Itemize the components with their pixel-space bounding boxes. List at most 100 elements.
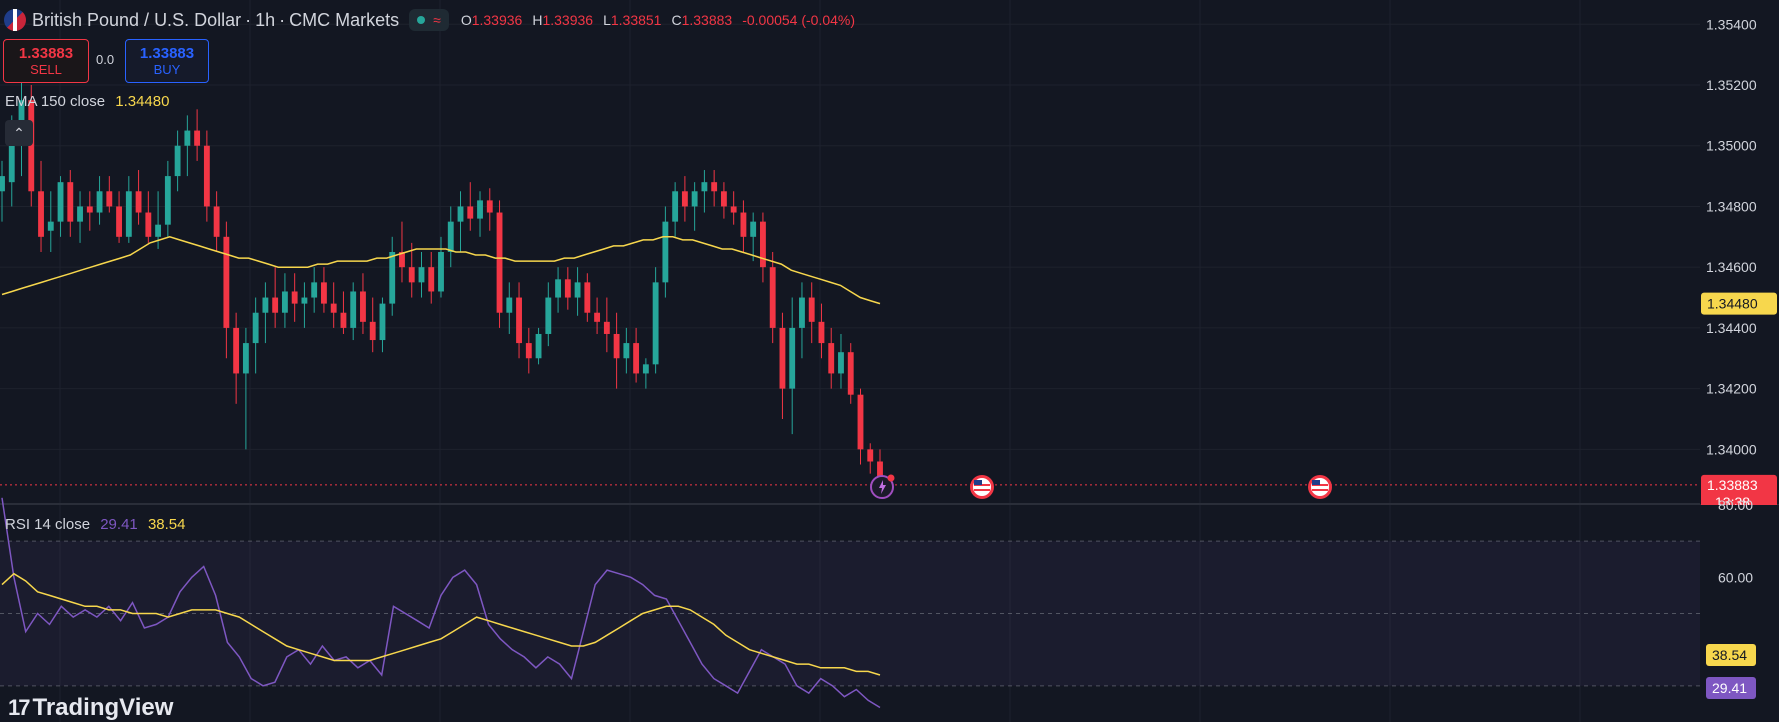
candle-body [740,212,747,237]
candle-body [642,364,649,374]
candle-body [486,200,493,213]
candle [155,191,162,249]
candle [233,312,240,404]
ema-price-tag [1701,292,1777,315]
ohlc-close: 1.33883 [681,12,733,28]
symbol-interval[interactable]: 1h [255,9,276,30]
price-axis-bg[interactable] [1700,0,1779,504]
price-tick-label: 1.35400 [1706,16,1757,32]
candle [145,191,152,243]
candle [720,182,727,219]
candle-body [38,191,44,237]
candle-body [252,312,259,344]
candle-body [662,221,669,283]
symbol-name[interactable]: British Pound / U.S. Dollar [32,9,242,30]
candle-body [301,297,308,304]
candle [496,200,503,328]
rsi-line [1,497,881,709]
candle-body [223,236,230,328]
flag-stripe [974,489,990,491]
candle-body [838,352,844,374]
candle [242,327,249,450]
tradingview-logo-text: TradingView [32,694,174,721]
candle-body [360,291,366,322]
candle-body [57,182,64,222]
candle [389,236,396,316]
candle-body [711,182,718,192]
us-flag-event-icon[interactable] [970,475,994,499]
buy-button[interactable]: 1.33883 BUY [125,39,209,83]
price-tick-label: 1.35200 [1706,77,1757,93]
candle [516,282,522,359]
candle [252,297,259,374]
ema-legend[interactable]: EMA 150 close 1.34480 [5,93,169,110]
candle-body [681,191,688,207]
lightning-event-icon[interactable] [870,474,895,499]
candle [86,191,93,231]
sell-button[interactable]: 1.33883 SELL [3,39,89,83]
ema-legend-value: 1.34480 [115,93,170,110]
candle [467,182,474,231]
candle-body [408,267,415,283]
candle-body [233,327,240,374]
candle-body [379,303,386,341]
candle [701,170,708,213]
candle-body [877,461,883,486]
candle [369,297,376,353]
candle [613,312,620,389]
candle [301,282,308,328]
candle-body [428,267,435,292]
candle [574,267,581,316]
rsi-legend[interactable]: RSI 14 close 29.41 38.54 [5,516,185,533]
candle-body [145,212,152,237]
candle [545,282,552,347]
candle [213,191,220,252]
candle [330,282,337,328]
candle-body [760,221,766,268]
tradingview-logo[interactable]: 17 TradingView [8,694,173,722]
candle [203,130,210,222]
candle [623,327,630,374]
candle-body [106,191,113,207]
candle [672,182,679,237]
candle [135,170,142,225]
candle [428,252,435,304]
candle-body [496,212,503,313]
candle [67,170,74,237]
candle [486,188,493,231]
candle-body [555,279,561,298]
price-tick-label: 1.35000 [1706,138,1757,154]
candle-body [155,224,162,237]
candle [681,176,688,222]
ohlc-readout: O1.33936 H1.33936 L1.33851 C1.33883 -0.0… [461,12,855,28]
symbol-broker[interactable]: CMC Markets [289,9,400,30]
candle [311,267,318,313]
collapse-legend-button[interactable]: ⌃ [5,120,33,146]
ohlc-c-label: C [671,12,682,28]
us-flag-event-icon[interactable] [1308,475,1332,499]
ohlc-o-label: O [460,12,472,28]
candle [408,242,415,298]
buy-price: 1.33883 [139,45,195,62]
candle [399,221,405,283]
rsi-tick-label: 80.00 [1718,497,1753,513]
candle-body [174,145,181,177]
symbol-header[interactable]: British Pound / U.S. Dollar · 1h · CMC M… [4,8,855,32]
candle [77,191,83,243]
candle [789,297,796,435]
candle-body [867,449,874,462]
candle-body [369,321,376,341]
candle [603,297,610,353]
market-status-pill[interactable]: ≈ [409,9,449,31]
candle-body [291,291,298,304]
candle-body [799,297,805,328]
candle-body [584,282,591,313]
candle [828,327,835,389]
rsi-ma-tag [1706,643,1756,666]
candle-body [77,206,83,222]
candle-body [330,303,337,313]
candle-body [242,343,249,374]
rsi-ma-line [1,572,881,676]
header-separator: · [245,9,252,30]
